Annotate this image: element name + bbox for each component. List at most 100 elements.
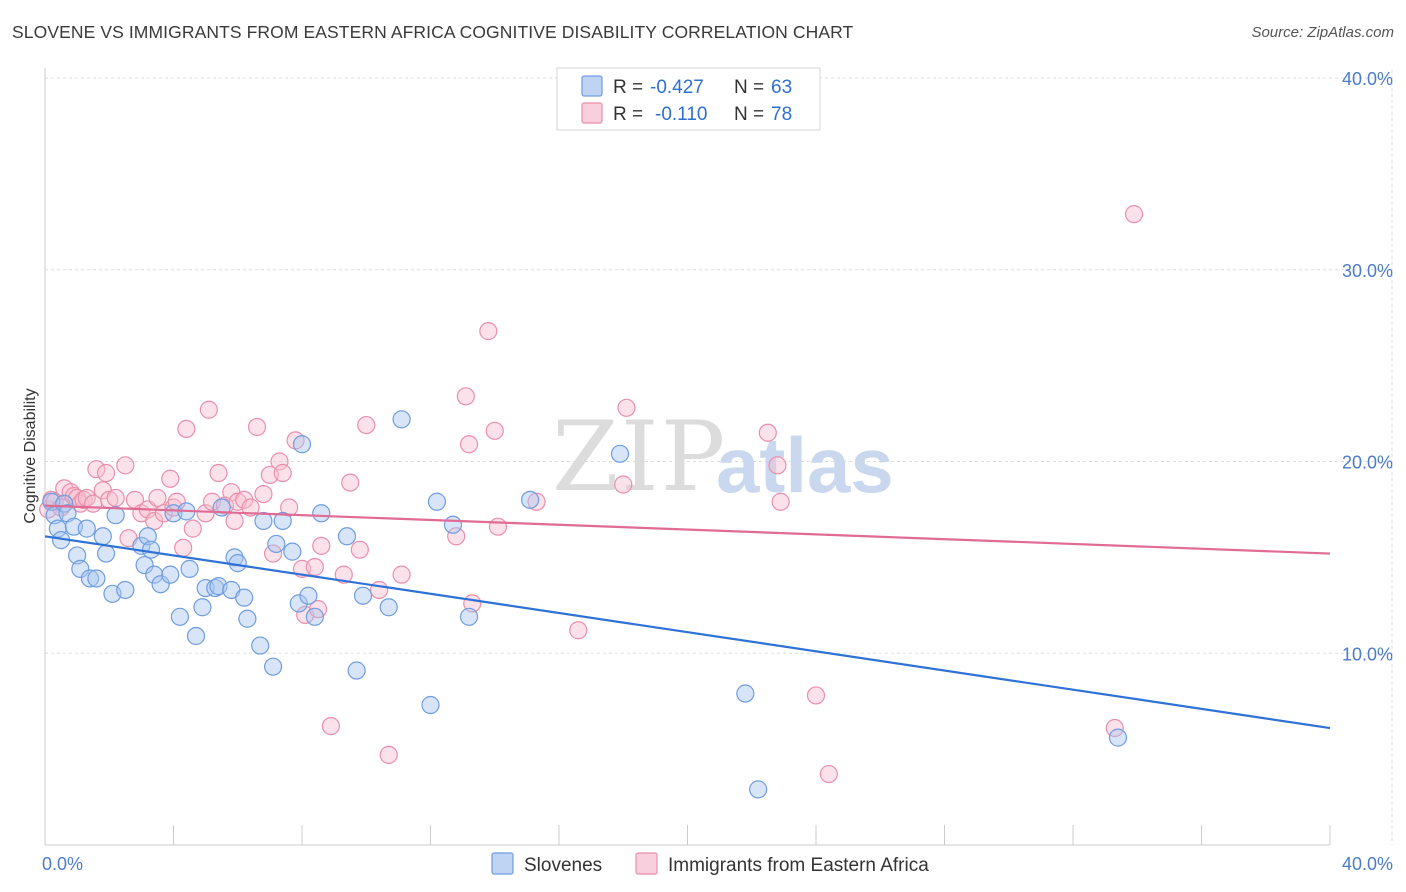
point-eastern-africa — [145, 511, 164, 531]
point-eastern-africa — [392, 565, 411, 584]
point-slovenes — [289, 594, 308, 613]
point-slovenes — [312, 504, 331, 523]
trend-line-slovenes — [44, 535, 1331, 730]
point-slovenes — [353, 586, 373, 605]
legend-label-slovenes: Slovenes — [524, 855, 602, 876]
point-eastern-africa — [254, 484, 273, 504]
point-eastern-africa — [87, 460, 106, 479]
point-eastern-africa — [96, 463, 116, 483]
point-eastern-africa — [341, 473, 360, 492]
point-slovenes — [170, 607, 190, 626]
point-eastern-africa — [527, 492, 546, 511]
y-tick-label: 40.0% — [1342, 69, 1393, 89]
axes — [44, 68, 1331, 846]
point-slovenes — [71, 559, 90, 578]
point-eastern-africa — [617, 398, 636, 417]
point-eastern-africa — [273, 463, 292, 483]
point-slovenes — [135, 555, 154, 575]
point-slovenes — [749, 780, 768, 799]
blue-points — [42, 410, 1128, 799]
point-slovenes — [1108, 728, 1128, 747]
point-slovenes — [161, 565, 180, 584]
point-slovenes — [421, 695, 440, 715]
point-slovenes — [305, 607, 324, 626]
series-legend: Slovenes Immigrants from Eastern Africa — [491, 852, 929, 876]
point-eastern-africa — [148, 488, 167, 508]
point-eastern-africa — [758, 423, 777, 442]
trend-lines — [44, 504, 1331, 730]
point-slovenes — [225, 548, 244, 567]
stats-legend: R = -0.427 N = 63 R = -0.110 N = 78 — [556, 67, 821, 131]
point-slovenes — [180, 559, 199, 578]
point-eastern-africa — [183, 519, 202, 538]
point-slovenes — [736, 684, 755, 703]
point-eastern-africa — [379, 745, 398, 764]
stats-r-value-blue: -0.427 — [650, 77, 704, 98]
point-eastern-africa — [247, 417, 267, 437]
point-slovenes — [206, 578, 225, 598]
point-eastern-africa — [334, 565, 353, 584]
point-slovenes — [251, 636, 270, 655]
point-slovenes — [116, 580, 135, 600]
stats-n-value-blue: 63 — [771, 77, 792, 98]
point-slovenes — [459, 607, 479, 626]
point-eastern-africa — [771, 492, 790, 511]
watermark-atlas: atlas — [716, 421, 894, 509]
point-slovenes — [427, 492, 447, 511]
point-eastern-africa — [456, 387, 475, 406]
x-tick-label: 0.0% — [42, 854, 83, 874]
stats-swatch-blue — [581, 75, 603, 97]
tick-labels: 10.0% 20.0% 30.0% 40.0% 0.0% 40.0% — [42, 69, 1393, 874]
point-slovenes — [235, 588, 254, 607]
point-eastern-africa — [806, 686, 826, 705]
point-eastern-africa — [768, 456, 787, 475]
point-eastern-africa — [177, 419, 196, 439]
point-slovenes — [77, 519, 96, 538]
point-eastern-africa — [106, 488, 125, 508]
point-slovenes — [193, 598, 212, 617]
point-eastern-africa — [263, 544, 283, 563]
point-slovenes — [610, 444, 630, 463]
point-eastern-africa — [819, 764, 838, 784]
y-tick-label: 10.0% — [1342, 644, 1393, 664]
chart-title: SLOVENE VS IMMIGRANTS FROM EASTERN AFRIC… — [12, 22, 854, 42]
stats-n-label-pink: N = — [734, 104, 764, 125]
point-eastern-africa — [488, 517, 508, 536]
point-slovenes — [151, 575, 170, 594]
point-eastern-africa — [1124, 205, 1144, 224]
legend-label-eastern-africa: Immigrants from Eastern Africa — [668, 855, 929, 876]
point-eastern-africa — [569, 621, 588, 640]
point-eastern-africa — [321, 717, 341, 736]
point-slovenes — [254, 511, 273, 531]
source-credit: Source: ZipAtlas.com — [1251, 24, 1394, 41]
stats-r-label-blue: R = — [613, 77, 643, 98]
point-slovenes — [392, 410, 411, 429]
point-slovenes — [347, 661, 366, 680]
point-eastern-africa — [485, 421, 504, 440]
point-eastern-africa — [209, 463, 228, 483]
point-eastern-africa — [116, 456, 135, 475]
point-slovenes — [379, 598, 398, 617]
point-slovenes — [106, 506, 125, 525]
point-slovenes — [186, 626, 206, 646]
point-eastern-africa — [196, 504, 215, 523]
y-tick-label: 20.0% — [1342, 453, 1393, 473]
x-tick-label: 40.0% — [1342, 854, 1393, 874]
point-slovenes — [273, 511, 292, 531]
point-eastern-africa — [174, 538, 193, 557]
legend-swatch-slovenes — [491, 852, 514, 875]
point-eastern-africa — [225, 511, 244, 531]
point-slovenes — [96, 544, 116, 563]
stats-r-value-pink: -0.110 — [655, 104, 707, 125]
point-eastern-africa — [357, 415, 376, 435]
point-eastern-africa — [350, 540, 369, 559]
point-slovenes — [337, 527, 357, 546]
point-slovenes — [267, 534, 286, 554]
stats-n-label-blue: N = — [734, 77, 764, 98]
stats-r-label-pink: R = — [613, 104, 643, 125]
point-eastern-africa — [270, 452, 289, 471]
point-slovenes — [520, 490, 540, 509]
point-slovenes — [443, 515, 463, 534]
point-slovenes — [87, 569, 106, 588]
